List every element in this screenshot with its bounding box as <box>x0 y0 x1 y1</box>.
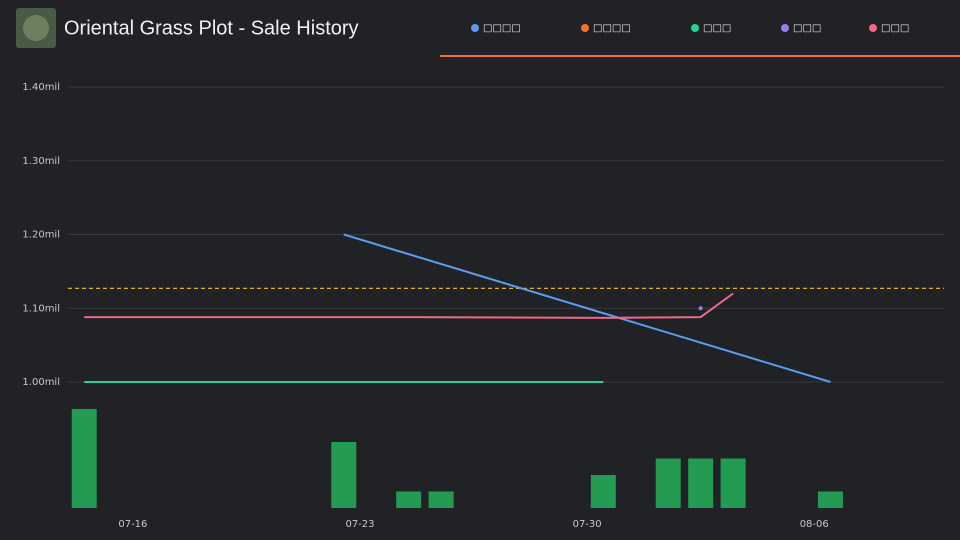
y-tick-label: 1.40mil <box>22 82 60 93</box>
legend-label: □□□ <box>881 23 909 34</box>
series-point <box>698 306 703 311</box>
volume-bar <box>331 442 357 508</box>
legend-swatch <box>581 24 589 32</box>
chart-title: Oriental Grass Plot - Sale History <box>64 17 359 39</box>
legend-label: □□□ <box>703 23 731 34</box>
series-line <box>343 233 831 383</box>
volume-bar <box>71 409 97 508</box>
volume-bar <box>720 458 746 508</box>
legend-label: □□□□ <box>483 23 521 34</box>
series-line <box>84 292 734 319</box>
volume-bar <box>655 458 681 508</box>
volume-bar <box>428 491 454 508</box>
x-tick-label: 07-30 <box>573 519 602 530</box>
legend-swatch <box>869 24 877 32</box>
volume-bar <box>396 491 422 508</box>
y-tick-label: 1.00mil <box>22 377 60 388</box>
volume-bar <box>688 458 714 508</box>
legend-label: □□□ <box>793 23 821 34</box>
x-tick-label: 07-23 <box>345 519 374 530</box>
legend-swatch <box>691 24 699 32</box>
volume-bar <box>590 475 616 508</box>
volume-bar <box>817 491 843 508</box>
y-tick-label: 1.10mil <box>22 303 60 314</box>
x-tick-label: 07-16 <box>118 519 147 530</box>
legend-swatch <box>781 24 789 32</box>
legend-label: □□□□ <box>593 23 631 34</box>
legend-swatch <box>471 24 479 32</box>
item-icon-detail <box>23 15 49 41</box>
x-tick-label: 08-06 <box>800 519 829 530</box>
y-tick-label: 1.20mil <box>22 230 60 241</box>
y-tick-label: 1.30mil <box>22 156 60 167</box>
